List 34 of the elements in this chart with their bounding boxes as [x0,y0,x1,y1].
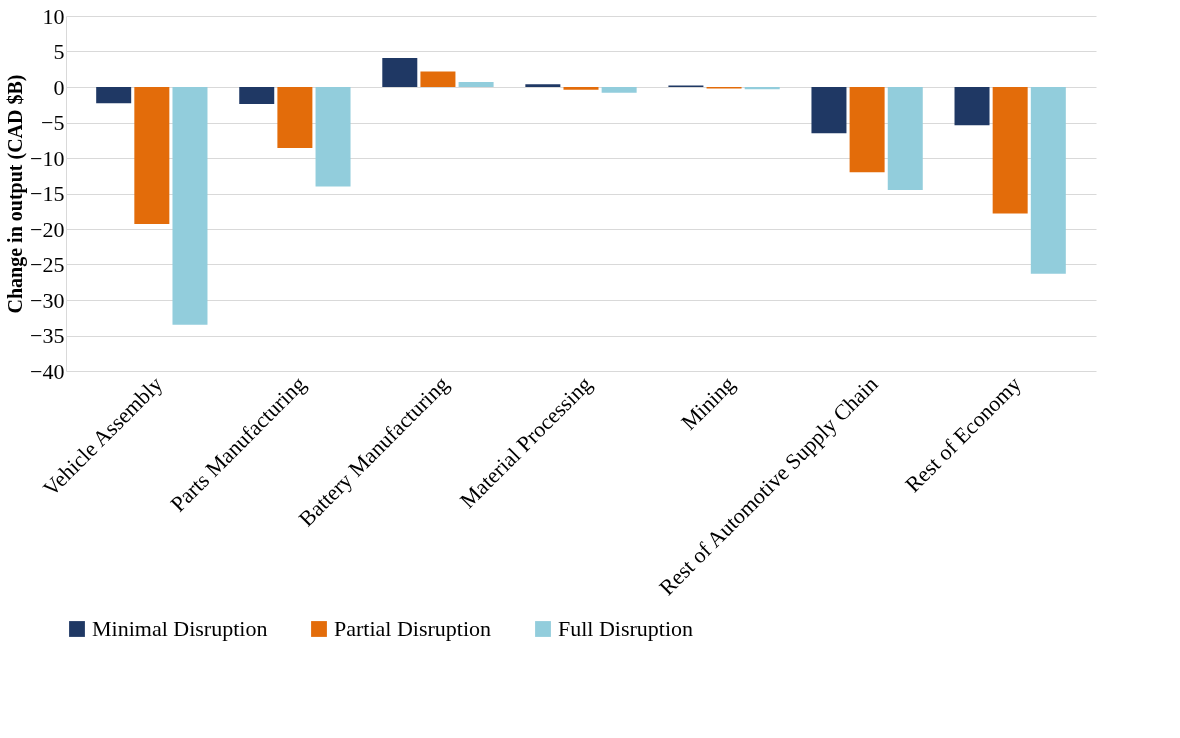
legend-label: Partial Disruption [334,616,492,641]
y-tick-label: 10 [42,3,65,29]
legend-label: Full Disruption [558,616,694,641]
bar [992,87,1028,214]
bar [134,87,170,225]
bar [96,87,132,104]
y-tick-label: −35 [30,323,65,348]
y-tick-label: −15 [30,181,65,206]
y-tick-label: −5 [41,110,65,135]
bar [172,87,208,325]
bar [849,87,885,173]
bar [1030,87,1066,274]
bar [887,87,923,190]
y-tick-label: −40 [30,358,65,384]
bar [744,87,780,90]
y-tick-label: 0 [53,74,65,100]
bar [239,87,275,105]
bar [277,87,313,149]
bar [525,84,561,87]
y-tick-label: 5 [53,39,65,64]
y-axis-title: Change in output (CAD $B) [4,74,28,314]
legend-label: Minimal Disruption [92,616,268,641]
bar [954,87,990,126]
bar [382,57,418,87]
bar [601,87,637,93]
bar [458,82,494,87]
y-tick-label: −10 [30,145,65,171]
y-tick-label: −20 [30,216,65,242]
y-tick-label: −25 [30,252,65,277]
bar [811,87,847,134]
y-tick-label: −30 [30,287,65,313]
bar [315,87,351,187]
bar [563,87,599,90]
bar [420,71,456,87]
